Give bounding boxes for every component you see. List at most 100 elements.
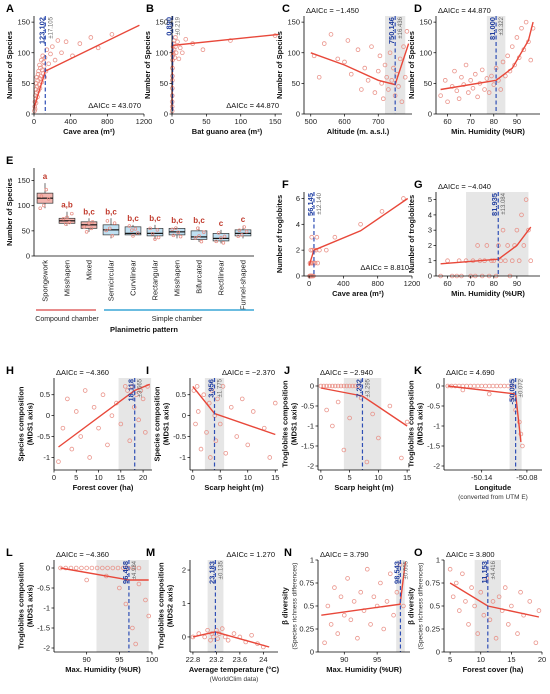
H-point	[96, 425, 101, 431]
J-point	[324, 383, 329, 389]
I-point	[250, 409, 256, 414]
D-x-tick-label: 70	[466, 117, 474, 126]
C-y-tick-label: 50	[292, 79, 300, 88]
I-y-tick-label: 0	[182, 411, 186, 420]
F-x-tick-label: 0	[307, 279, 311, 288]
E-point	[130, 228, 134, 232]
N-point	[358, 589, 364, 595]
J-x-tick-label: 15	[403, 473, 411, 482]
J-y-tick-label: -0.5	[301, 402, 314, 411]
N-breakpoint-se: ±0.655	[403, 560, 409, 579]
F-y-tick-label: 4	[296, 220, 300, 229]
G-point	[528, 258, 534, 264]
J-point	[399, 455, 404, 461]
E-point	[244, 229, 249, 234]
O-point	[493, 635, 499, 641]
I-point	[239, 396, 245, 402]
I-point	[209, 388, 215, 393]
I-point	[228, 404, 234, 410]
E-point	[171, 233, 176, 238]
panel-H: H 18.118 ±3.665 0 5 10 15 20 -1 -0.5 0 0.5 Forest co…	[6, 365, 152, 492]
L-ylabel: (MDS1 axis)	[26, 584, 35, 627]
G-x-tick-label: 90	[513, 279, 521, 288]
E-group-letter: a,b	[61, 201, 73, 210]
G-x-tick-label: 80	[490, 279, 498, 288]
O-point	[453, 580, 459, 586]
H-breakpoint-value: 18.118	[127, 379, 136, 402]
E-point	[197, 234, 201, 238]
E-point	[176, 230, 180, 235]
A-x-tick-label: 800	[101, 117, 114, 126]
E-category-label: Curvilinear	[129, 260, 138, 296]
K-x-tick-label: -50.08	[516, 473, 537, 482]
L-point	[73, 565, 79, 571]
panel-D: D 81.000 ±3.322 60 70 80 90 0 50 100 150 Min. Humid…	[407, 3, 540, 136]
L-point	[123, 601, 129, 607]
G-y-tick-label: 0	[428, 272, 432, 281]
panel-C: C 750.146 ±16.436 500 600 700 0 50 100 150 Altitud…	[275, 3, 412, 136]
E-point	[236, 234, 240, 239]
F-y-tick-label: 0	[296, 272, 300, 281]
D-ylabel: Number of Species	[407, 31, 416, 99]
E-point	[237, 228, 242, 232]
I-x-tick-label: 10	[244, 473, 252, 482]
I-breakpoint-value: 3.956	[207, 379, 216, 398]
C-breakpoint-value: 750.146	[387, 17, 396, 44]
D-y-tick-label: 0	[428, 110, 432, 119]
N-point	[391, 612, 396, 618]
O-point	[496, 594, 502, 600]
E-y-tick-label: 150	[17, 176, 30, 185]
panel-B-label: B	[146, 3, 154, 15]
M-x-tick-label: 22.8	[186, 655, 201, 664]
E-point	[38, 206, 42, 210]
L-point	[131, 565, 137, 571]
K-y-tick-label: -1	[433, 422, 440, 431]
G-point	[514, 227, 520, 233]
A-point	[50, 44, 55, 49]
E-box	[146, 227, 164, 237]
M-point	[211, 634, 216, 640]
C-point	[401, 44, 406, 49]
L-point	[84, 565, 89, 571]
A-x-tick-label: 0	[32, 117, 36, 126]
H-y-tick-label: 0	[46, 411, 50, 420]
G-point	[521, 243, 527, 248]
N-point	[335, 631, 341, 636]
D-y-tick-label: 100	[419, 48, 432, 57]
H-point	[140, 396, 146, 402]
F-y-tick-label: 6	[296, 194, 300, 203]
E-category-label: Semicircular	[107, 260, 116, 302]
I-x-tick-label: 0	[191, 473, 195, 482]
E-point	[174, 226, 178, 230]
N-point	[322, 640, 327, 646]
E-group-letter: c	[219, 219, 224, 228]
A-point	[52, 57, 58, 63]
H-point	[105, 442, 110, 448]
G-point	[505, 243, 510, 248]
H-point	[127, 438, 133, 444]
H-point	[78, 434, 84, 439]
O-point	[527, 599, 533, 604]
E-point	[44, 187, 48, 192]
N-point	[341, 612, 347, 618]
A-point	[32, 106, 38, 112]
D-point	[482, 87, 487, 92]
J-point	[338, 383, 344, 389]
D-point	[475, 94, 480, 100]
K-y-tick-label: -1.5	[427, 442, 440, 451]
N-point	[381, 626, 387, 632]
D-point	[470, 85, 476, 91]
panel-E-label: E	[6, 155, 13, 167]
F-point	[315, 260, 321, 266]
L-point	[143, 597, 148, 603]
O-point	[450, 594, 456, 600]
H-y-tick-label: 0.5	[40, 390, 50, 399]
F-x-tick-label: 1200	[404, 279, 421, 288]
L-point	[146, 613, 152, 619]
I-point	[204, 430, 209, 435]
C-point	[397, 56, 403, 62]
G-point	[484, 243, 490, 248]
O-y-tick-label: 1	[436, 556, 440, 565]
K-ylabel: Troglobites composition	[407, 380, 416, 468]
I-y-tick-label: -0.5	[173, 432, 186, 441]
